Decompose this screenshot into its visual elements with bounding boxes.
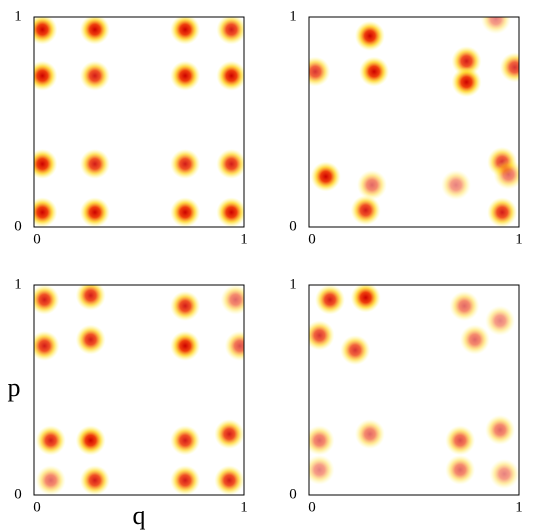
density-blob xyxy=(445,454,476,485)
y-tick-label: 1 xyxy=(289,8,297,24)
panel xyxy=(309,285,519,495)
density-blob xyxy=(489,459,519,489)
density-blob xyxy=(480,17,511,35)
density-blob xyxy=(216,149,244,179)
y-tick-label: 0 xyxy=(289,486,297,502)
density-blob xyxy=(35,425,66,456)
x-tick-label: 0 xyxy=(33,231,41,247)
density-blob xyxy=(449,291,480,321)
x-tick-label: 0 xyxy=(308,231,316,247)
panel-background xyxy=(309,17,519,227)
density-blob xyxy=(354,419,385,450)
panel-background xyxy=(34,17,244,227)
density-blob xyxy=(459,324,490,355)
density-blob xyxy=(451,67,482,98)
density-blob xyxy=(170,330,201,361)
density-blob xyxy=(309,454,335,485)
density-blob xyxy=(309,425,335,456)
density-blob xyxy=(359,56,390,87)
x-tick-label: 1 xyxy=(240,499,248,515)
panel xyxy=(34,285,244,495)
x-tick-label: 0 xyxy=(308,499,316,515)
y-tick-label: 0 xyxy=(14,486,22,502)
y-tick-label: 1 xyxy=(14,276,22,292)
density-blob xyxy=(170,291,201,321)
panel xyxy=(309,17,519,227)
density-blob xyxy=(220,285,244,315)
density-blob xyxy=(340,335,371,366)
density-blob xyxy=(170,60,201,91)
density-blob xyxy=(75,324,106,355)
density-blob xyxy=(309,320,335,351)
density-blob xyxy=(357,170,387,200)
panel-frame xyxy=(33,284,245,496)
density-blob xyxy=(493,159,519,190)
density-blob xyxy=(34,330,60,361)
x-tick-label: 1 xyxy=(240,231,248,247)
density-blob xyxy=(216,17,244,45)
panel xyxy=(34,17,244,227)
y-axis-label: p xyxy=(8,373,21,402)
x-tick-label: 0 xyxy=(33,499,41,515)
panel-frame xyxy=(33,16,245,228)
density-blob xyxy=(216,197,244,227)
density-blob xyxy=(79,17,110,45)
panel-frame xyxy=(308,16,520,228)
density-blob xyxy=(224,330,244,361)
density-blob xyxy=(441,170,471,200)
density-blob xyxy=(35,465,66,495)
density-blob xyxy=(34,17,58,45)
density-blob xyxy=(170,197,201,227)
density-blob xyxy=(309,56,331,87)
density-blob xyxy=(34,149,58,179)
density-blob xyxy=(79,149,110,179)
y-tick-label: 0 xyxy=(14,218,22,234)
density-blob xyxy=(485,305,516,336)
panel-background xyxy=(309,285,519,495)
density-blob xyxy=(79,60,110,91)
density-blob xyxy=(75,285,106,311)
density-blob xyxy=(499,52,519,83)
panel-background xyxy=(34,285,244,495)
density-blob xyxy=(170,149,201,179)
density-blob xyxy=(34,285,60,315)
y-tick-label: 1 xyxy=(14,8,22,24)
density-blob xyxy=(170,17,201,45)
density-blob xyxy=(485,414,516,445)
density-blob xyxy=(350,285,381,313)
density-blob xyxy=(315,285,345,315)
density-blob xyxy=(310,161,341,192)
density-blob xyxy=(451,46,482,77)
density-blob xyxy=(75,425,106,456)
y-tick-label: 1 xyxy=(289,276,297,292)
density-blob xyxy=(487,197,518,227)
density-blob xyxy=(170,425,201,456)
x-tick-label: 1 xyxy=(515,231,523,247)
density-blob xyxy=(214,465,244,495)
x-axis-label: q xyxy=(133,501,146,530)
panel-frame xyxy=(308,284,520,496)
density-blob xyxy=(214,419,244,450)
density-blob xyxy=(350,195,381,226)
density-blob xyxy=(216,60,244,91)
density-blob xyxy=(170,465,201,495)
density-blob xyxy=(354,20,385,51)
y-tick-label: 0 xyxy=(289,218,297,234)
density-blob xyxy=(79,465,110,495)
x-tick-label: 1 xyxy=(515,499,523,515)
density-blob xyxy=(34,60,58,91)
density-blob xyxy=(34,197,58,227)
density-blob xyxy=(445,425,476,456)
density-blob xyxy=(79,197,110,227)
